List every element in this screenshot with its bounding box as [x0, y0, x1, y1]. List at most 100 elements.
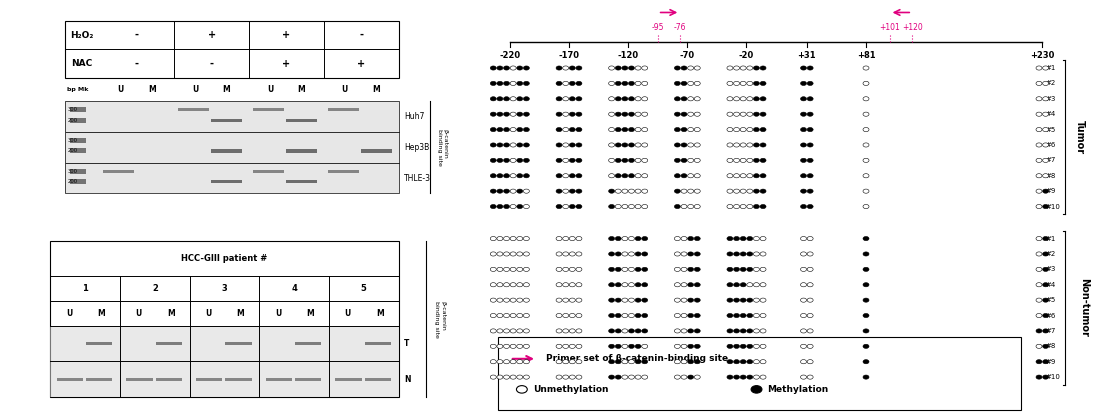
Circle shape [807, 173, 814, 178]
Circle shape [641, 252, 648, 256]
Circle shape [726, 267, 733, 271]
Circle shape [740, 112, 746, 116]
Bar [70, 171, 86, 172]
Circle shape [740, 298, 746, 302]
Circle shape [570, 359, 575, 364]
Circle shape [733, 359, 740, 364]
Circle shape [1042, 158, 1049, 162]
Circle shape [681, 81, 687, 85]
Circle shape [733, 81, 740, 85]
Circle shape [681, 189, 687, 193]
Circle shape [807, 204, 814, 209]
Circle shape [570, 283, 575, 287]
Circle shape [688, 81, 693, 85]
Circle shape [807, 66, 814, 70]
Circle shape [760, 158, 766, 162]
Circle shape [497, 314, 503, 318]
Circle shape [622, 329, 628, 333]
Bar [70, 169, 86, 171]
Circle shape [726, 329, 733, 333]
Circle shape [497, 252, 503, 256]
Circle shape [503, 204, 510, 209]
Circle shape [563, 359, 569, 364]
Circle shape [800, 298, 807, 302]
Circle shape [694, 375, 700, 379]
Circle shape [746, 298, 753, 302]
Circle shape [740, 329, 746, 333]
Circle shape [807, 344, 814, 348]
Circle shape [733, 127, 740, 131]
Circle shape [503, 236, 510, 240]
Circle shape [807, 359, 814, 364]
Circle shape [1036, 143, 1042, 147]
Circle shape [800, 81, 807, 85]
Circle shape [641, 236, 648, 240]
Circle shape [622, 97, 628, 101]
Circle shape [1036, 314, 1042, 318]
Circle shape [760, 314, 766, 318]
Circle shape [563, 344, 569, 348]
Circle shape [510, 204, 517, 209]
Text: +: + [283, 30, 290, 40]
Circle shape [733, 344, 740, 348]
Bar [104, 170, 135, 173]
Circle shape [746, 173, 753, 178]
Circle shape [681, 127, 687, 131]
Circle shape [503, 267, 510, 271]
Bar [253, 108, 284, 111]
Circle shape [490, 252, 497, 256]
Circle shape [490, 314, 497, 318]
Circle shape [800, 143, 807, 147]
Circle shape [628, 66, 635, 70]
Circle shape [622, 252, 628, 256]
Circle shape [510, 66, 517, 70]
Circle shape [760, 267, 766, 271]
Circle shape [570, 252, 575, 256]
Circle shape [490, 81, 497, 85]
Circle shape [760, 329, 766, 333]
Circle shape [753, 298, 760, 302]
Circle shape [753, 344, 760, 348]
Text: #10: #10 [1045, 374, 1060, 380]
Circle shape [628, 298, 635, 302]
Circle shape [576, 298, 582, 302]
Circle shape [807, 189, 814, 193]
Circle shape [635, 112, 641, 116]
Text: M: M [297, 85, 305, 94]
Circle shape [556, 329, 562, 333]
Circle shape [681, 204, 687, 209]
Circle shape [517, 344, 523, 348]
Circle shape [760, 97, 766, 101]
Bar [70, 111, 86, 112]
Circle shape [570, 375, 575, 379]
Circle shape [615, 375, 622, 379]
Circle shape [694, 97, 700, 101]
Bar [295, 378, 321, 381]
Circle shape [675, 127, 680, 131]
Circle shape [523, 112, 530, 116]
Circle shape [497, 81, 503, 85]
Circle shape [608, 267, 615, 271]
Circle shape [615, 143, 622, 147]
Text: M: M [236, 309, 244, 318]
Text: #7: #7 [1045, 157, 1055, 163]
Circle shape [800, 204, 807, 209]
Circle shape [726, 298, 733, 302]
Text: U: U [136, 309, 142, 318]
Circle shape [863, 173, 869, 178]
Circle shape [726, 189, 733, 193]
Circle shape [641, 143, 648, 147]
Circle shape [556, 267, 562, 271]
Circle shape [523, 158, 530, 162]
Circle shape [753, 359, 760, 364]
Circle shape [733, 252, 740, 256]
Circle shape [608, 283, 615, 287]
Circle shape [622, 359, 628, 364]
Circle shape [628, 344, 635, 348]
Circle shape [490, 97, 497, 101]
Bar [156, 342, 182, 345]
Text: U: U [205, 309, 212, 318]
Circle shape [863, 252, 869, 256]
Circle shape [681, 252, 687, 256]
Circle shape [517, 375, 523, 379]
